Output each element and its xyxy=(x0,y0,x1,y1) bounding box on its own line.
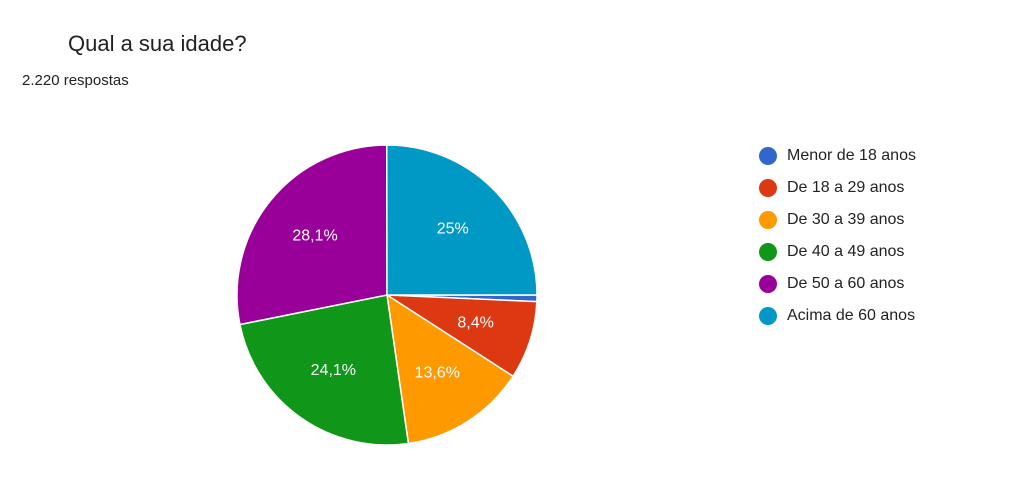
legend-label: De 40 a 49 anos xyxy=(787,243,904,260)
legend-label: De 18 a 29 anos xyxy=(787,179,904,196)
legend-label: De 50 a 60 anos xyxy=(787,275,904,292)
pie-slice xyxy=(236,144,388,326)
legend-marker xyxy=(759,211,777,229)
legend-marker xyxy=(759,179,777,197)
pie-slice xyxy=(386,293,515,445)
legend-marker xyxy=(759,307,777,325)
chart-title: Qual a sua idade? xyxy=(68,31,247,56)
slice-label: 8,4% xyxy=(457,314,493,331)
slice-label: 28,1% xyxy=(292,227,337,244)
legend-label: Acima de 60 anos xyxy=(787,307,915,324)
slice-label: 25% xyxy=(437,220,469,237)
slice-label: 13,6% xyxy=(415,364,460,381)
legend-label: De 30 a 39 anos xyxy=(787,211,904,228)
chart-subtitle: 2.220 respostas xyxy=(22,72,129,89)
pie-slice xyxy=(386,144,538,296)
slice-label: 24,1% xyxy=(311,362,356,379)
legend-marker xyxy=(759,275,777,293)
legend-label: Menor de 18 anos xyxy=(787,147,916,164)
pie-slice xyxy=(239,294,410,446)
legend-marker xyxy=(759,147,777,165)
legend-marker xyxy=(759,243,777,261)
